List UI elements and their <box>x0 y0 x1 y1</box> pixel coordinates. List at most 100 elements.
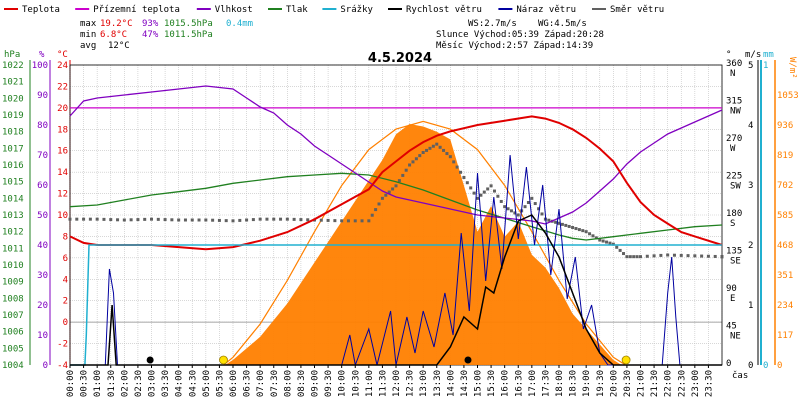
x-tick-label: 22:00 <box>664 370 674 397</box>
wind-dir-point <box>319 218 323 222</box>
wind-dir-point <box>496 194 500 198</box>
x-tick-label: 16:00 <box>501 370 511 397</box>
wm2-tick-label: 702 <box>777 181 793 191</box>
wind-dir-point <box>492 189 496 193</box>
wind-dir-point <box>197 218 201 222</box>
wind-dir-point <box>672 253 676 257</box>
dir-tick-label: 315 <box>726 97 742 107</box>
wind-dir-point <box>567 224 571 228</box>
x-tick-label: 01:30 <box>107 370 117 397</box>
wind-dir-point <box>598 238 602 242</box>
x-tick-label: 05:00 <box>202 370 212 397</box>
wind-dir-point <box>601 239 605 243</box>
x-tick-label: 06:30 <box>243 370 253 397</box>
wind-dir-point <box>533 202 537 206</box>
wm2-tick-label: 117 <box>777 331 793 341</box>
x-tick-label: 03:00 <box>148 370 158 397</box>
dir-cardinal-label: NW <box>730 107 741 117</box>
wind-dir-point <box>588 232 592 236</box>
x-tick-label: 03:30 <box>161 370 171 397</box>
x-tick-label: 20:00 <box>609 370 619 397</box>
x-tick-label: 21:30 <box>650 370 660 397</box>
wind-dir-point <box>720 255 724 259</box>
pct-tick-label: 30 <box>37 271 48 281</box>
hpa-tick-label: 1016 <box>2 161 24 171</box>
hpa-tick-label: 1009 <box>2 278 24 288</box>
wind-dir-point <box>523 205 527 209</box>
x-tick-label: 13:30 <box>433 370 443 397</box>
hpa-tick-label: 1018 <box>2 128 24 138</box>
pct-tick-label: 50 <box>37 211 48 221</box>
moonset-marker <box>464 356 472 364</box>
wind-dir-point <box>340 219 344 223</box>
wind-dir-point <box>136 218 140 222</box>
temp-tick-label: 10 <box>57 211 68 221</box>
wind-dir-point <box>418 154 422 158</box>
wind-dir-point <box>380 196 384 200</box>
wind-dir-point <box>279 217 283 221</box>
wind-dir-point <box>143 217 147 221</box>
dir-tick-label: 90 <box>726 284 737 294</box>
wind-dir-point <box>482 190 486 194</box>
wind-dir-point <box>591 234 595 238</box>
dir-tick-label: 180 <box>726 209 742 219</box>
wind-dir-point <box>666 253 670 257</box>
wind-dir-point <box>129 218 133 222</box>
wind-dir-point <box>384 193 388 197</box>
hpa-unit: hPa <box>4 50 20 60</box>
x-tick-label: 23:00 <box>691 370 701 397</box>
wind-dir-point <box>377 202 381 206</box>
x-tick-label: 13:00 <box>419 370 429 397</box>
wind-dir-point <box>224 219 228 223</box>
wind-dir-point <box>360 219 364 223</box>
dir-tick-label: 135 <box>726 247 742 257</box>
x-tick-label: 20:30 <box>623 370 633 397</box>
hpa-tick-label: 1010 <box>2 261 24 271</box>
hpa-tick-label: 1012 <box>2 228 24 238</box>
wind-dir-point <box>68 217 72 221</box>
temp-tick-label: 18 <box>57 125 68 135</box>
wind-dir-point <box>622 252 626 256</box>
temp-tick-label: -4 <box>57 361 68 371</box>
x-tick-label: 21:00 <box>637 370 647 397</box>
x-tick-label: 14:00 <box>446 370 456 397</box>
mm-unit: mm <box>763 50 774 60</box>
ms-tick-label: 3 <box>748 181 753 191</box>
wind-dir-point <box>401 173 405 177</box>
x-tick-label: 18:00 <box>555 370 565 397</box>
wm2-tick-label: 819 <box>777 151 793 161</box>
wind-dir-point <box>156 217 160 221</box>
plot-area <box>68 85 724 367</box>
wind-dir-point <box>116 218 120 222</box>
wind-dir-point <box>414 157 418 161</box>
x-tick-label: 09:30 <box>324 370 334 397</box>
wm2-tick-label: 1053 <box>777 91 799 101</box>
wind-dir-point <box>605 240 609 244</box>
x-tick-label: 12:30 <box>406 370 416 397</box>
legend-label-5: Rychlost větru <box>406 5 482 15</box>
stat-sun: Slunce Východ:05:39 Západ:20:28 <box>436 30 604 40</box>
wind-dir-point <box>211 218 215 222</box>
x-tick-label: 11:00 <box>365 370 375 397</box>
hpa-tick-label: 1021 <box>2 78 24 88</box>
wind-dir-point <box>537 207 541 211</box>
x-tick-label: 15:00 <box>474 370 484 397</box>
temperature-line <box>69 115 723 251</box>
sunset-marker <box>621 355 631 365</box>
wind-dir-point <box>431 144 435 148</box>
hpa-tick-label: 1015 <box>2 178 24 188</box>
wind-dir-point <box>391 187 395 191</box>
wind-dir-point <box>326 218 330 222</box>
wind-dir-point <box>231 219 235 223</box>
x-tick-label: 08:00 <box>283 370 293 397</box>
stat-min-hum: 47% <box>142 30 159 40</box>
chart-legend: Teplota Přízemní teplota Vlhkost Tlak Srážky… <box>4 5 664 15</box>
hpa-tick-label: 1006 <box>2 328 24 338</box>
pct-tick-label: 0 <box>43 361 48 371</box>
wind-dir-point <box>292 217 296 221</box>
moonrise-marker <box>146 356 154 364</box>
stat-min-press: 1011.5hPa <box>164 30 213 40</box>
x-tick-label: 02:30 <box>134 370 144 397</box>
wind-dir-point <box>584 230 588 234</box>
